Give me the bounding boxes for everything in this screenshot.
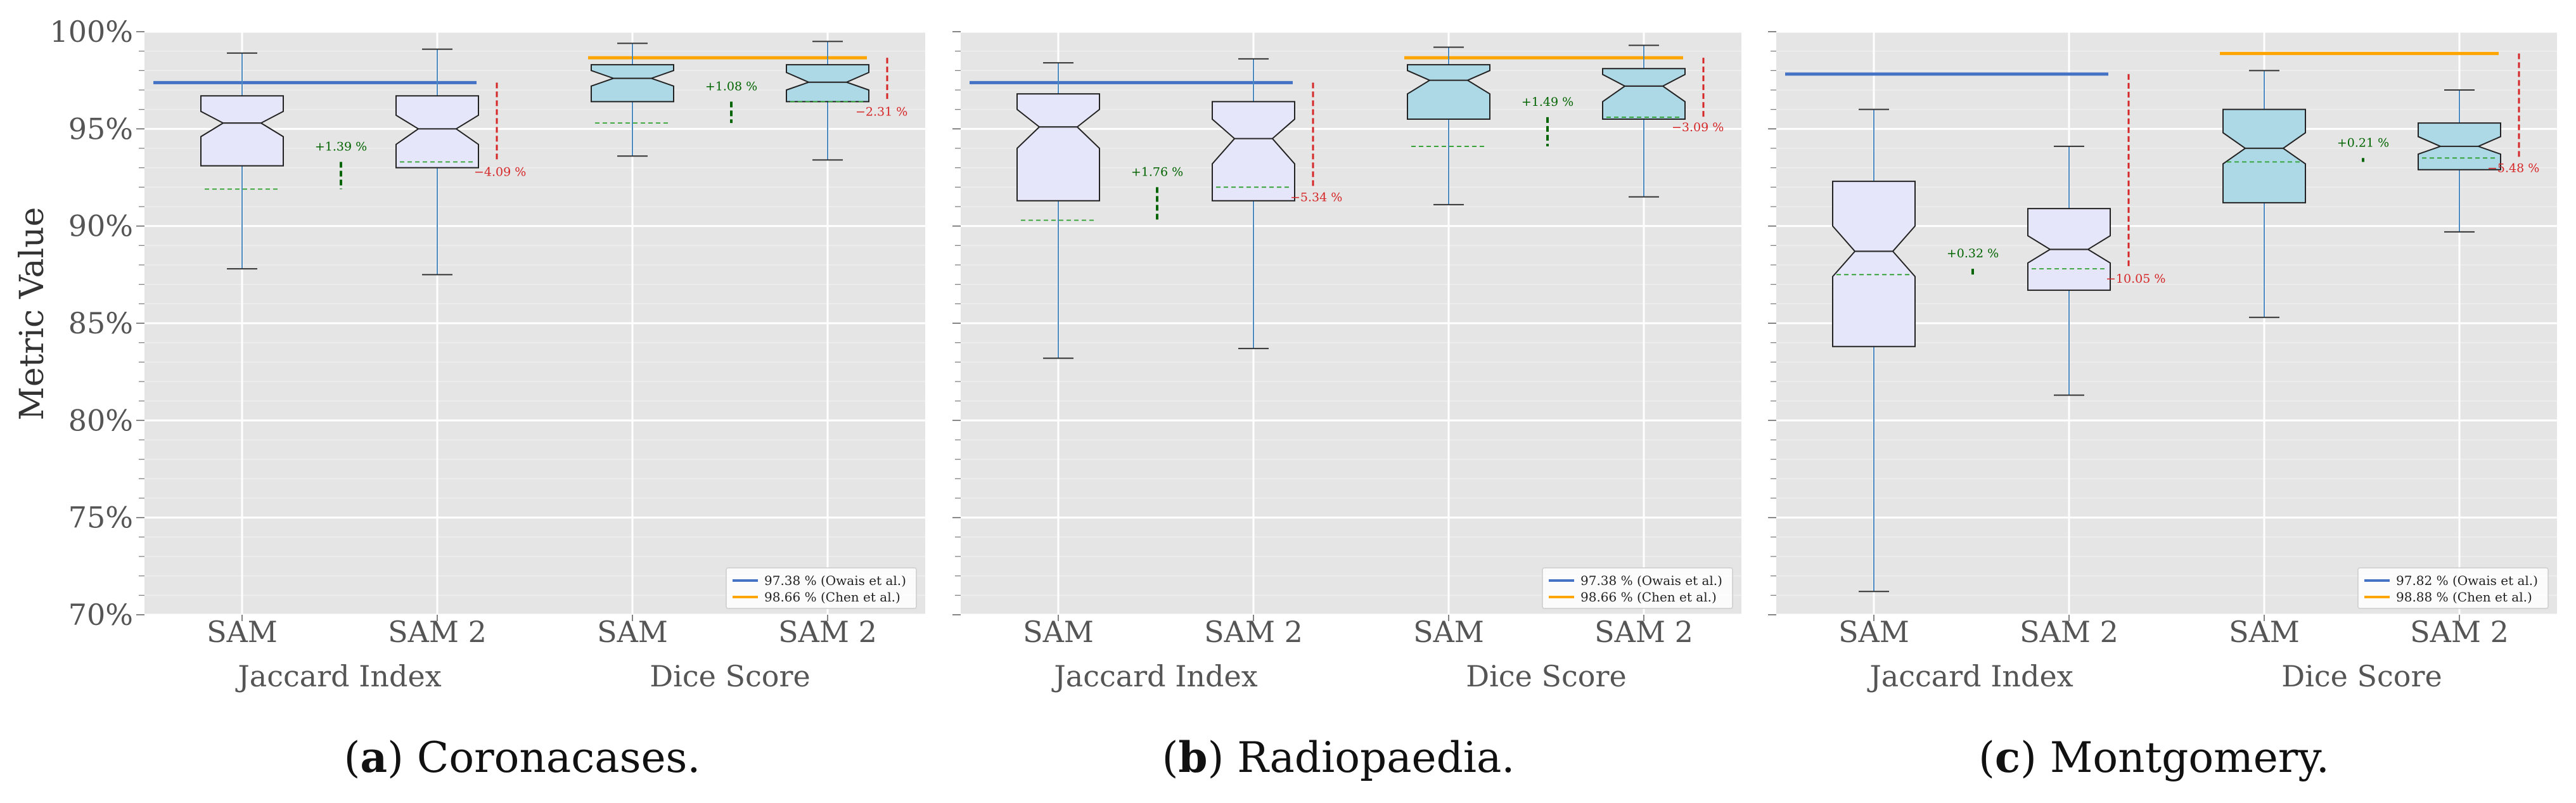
y-tick-label: 95% (68, 112, 133, 146)
y-tick-label: 70% (68, 598, 133, 632)
caption-letter: b (1178, 733, 1207, 782)
gap-label: −3.09 % (1672, 120, 1724, 134)
gain-label: +1.76 % (1131, 165, 1183, 179)
group-label: Dice Score (2281, 659, 2442, 693)
gain-label: +1.49 % (1522, 95, 1573, 109)
gain-label: +1.39 % (315, 139, 367, 153)
panel-a: 70% 75% 80% 85% 90% 95% 100% +1.39 % −4.09 % +1.0… (49, 15, 925, 782)
caption-text: ) Radiopaedia. (1208, 733, 1515, 782)
box (200, 95, 284, 167)
group-label: Jaccard Index (1051, 659, 1257, 693)
caption-open: ( (344, 733, 361, 782)
group-label: Jaccard Index (235, 659, 441, 693)
panel-caption: (b) Radiopaedia. (1162, 733, 1515, 782)
box (786, 64, 869, 103)
legend-label: 97.38 % (Owais et al.) (1580, 573, 1722, 588)
panel-caption: (a) Coronacases. (344, 733, 701, 782)
caption-open: ( (1978, 733, 1995, 782)
box (2222, 108, 2306, 203)
gap-label: −4.09 % (474, 165, 526, 179)
group-label: Dice Score (1466, 659, 1626, 693)
box (1602, 68, 1686, 120)
group-label: Dice Score (650, 659, 810, 693)
box (1832, 181, 1916, 347)
y-tick-label: 90% (68, 209, 133, 243)
gap-label: −2.31 % (855, 105, 907, 119)
legend-label: 98.88 % (Chen et al.) (2396, 589, 2532, 605)
legend-box (1542, 567, 1733, 609)
y-axis-label: Metric Value (13, 207, 51, 421)
panel-caption: (c) Montgomery. (1978, 733, 2329, 782)
box (395, 95, 479, 169)
gain-label: +0.32 % (1947, 247, 1999, 260)
gap-label: −5.48 % (2487, 161, 2539, 175)
caption-letter: c (1995, 733, 2020, 782)
y-tick-label: 85% (68, 306, 133, 340)
legend-box (2357, 567, 2549, 609)
legend-box (726, 567, 917, 609)
y-tick-label: 75% (68, 501, 133, 535)
box (1212, 101, 1295, 202)
box (1016, 93, 1100, 202)
group-label: Jaccard Index (1867, 659, 2073, 693)
gap-label: −5.34 % (1290, 190, 1342, 204)
gap-label: −10.05 % (2106, 272, 2165, 286)
legend-label: 98.66 % (Chen et al.) (764, 589, 900, 605)
box (1407, 64, 1490, 120)
legend-label: 98.66 % (Chen et al.) (1580, 589, 1717, 605)
caption-open: ( (1162, 733, 1179, 782)
y-tick-label: 100% (49, 15, 133, 49)
caption-text: ) Montgomery. (2020, 733, 2329, 782)
legend-label: 97.82 % (Owais et al.) (2396, 573, 2538, 588)
caption-text: ) Coronacases. (387, 733, 700, 782)
y-tick-label: 80% (68, 403, 133, 437)
gain-label: +0.21 % (2337, 136, 2389, 150)
legend-label: 97.38 % (Owais et al.) (764, 573, 906, 588)
panel-b: +1.76 % −5.34 % +1.49 % −3.09 % 97.38 % (Owa… (952, 30, 1741, 782)
panel-c: +0.32 % −10.05 % +0.21 % −5.48 % 97.82 % (Ow… (1768, 30, 2557, 782)
gain-label: +1.08 % (705, 79, 757, 93)
box (591, 64, 674, 103)
caption-letter: a (360, 733, 387, 782)
